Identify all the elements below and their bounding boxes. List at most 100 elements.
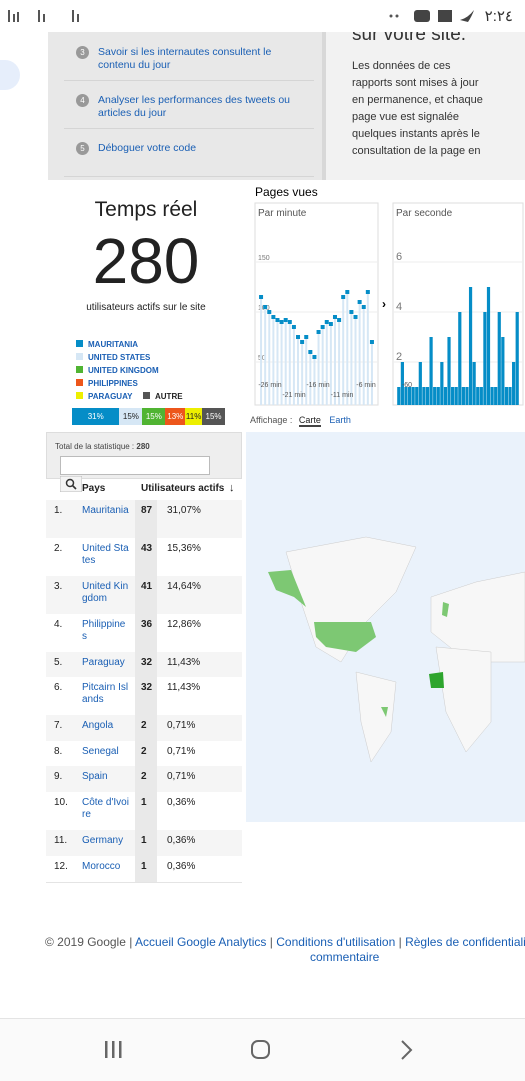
table-row: 5. Paraguay 32 11,43% <box>46 652 242 678</box>
rank: 10. <box>54 797 68 808</box>
bar <box>512 362 516 405</box>
bar <box>476 387 480 405</box>
percent: 11,43% <box>167 682 201 693</box>
bar <box>397 387 401 405</box>
bar <box>404 387 408 405</box>
x-tick-label: -21 min <box>282 392 305 399</box>
users: 43 <box>141 543 153 554</box>
point <box>341 295 346 299</box>
bar <box>483 312 487 405</box>
footer-link[interactable]: Conditions d'utilisation <box>276 935 396 949</box>
bar <box>472 362 476 405</box>
x-tick-label: -6 min <box>356 382 376 389</box>
legend-swatch <box>143 392 150 399</box>
realtime-count: 280 <box>92 225 200 297</box>
view-option[interactable]: Carte <box>298 415 321 427</box>
legend-item: PHILIPPINES <box>76 379 138 388</box>
country-link[interactable]: United States <box>82 543 129 566</box>
point <box>291 325 296 329</box>
users: 32 <box>141 657 153 668</box>
bar <box>490 387 494 405</box>
bar <box>461 387 465 405</box>
country-link[interactable]: United Kingdom <box>82 581 129 604</box>
users-bg <box>135 715 157 741</box>
charts-title: Pages vues <box>255 185 318 199</box>
users: 32 <box>141 682 153 693</box>
world-map[interactable] <box>246 432 525 822</box>
point <box>369 340 374 344</box>
country-link[interactable]: Angola <box>82 720 114 731</box>
country-link[interactable]: Spain <box>82 771 108 782</box>
footer-link[interactable]: Règles de confidentialité <box>405 935 525 949</box>
users-bg <box>135 677 157 715</box>
search-input[interactable] <box>60 456 210 475</box>
header-country[interactable]: Pays <box>82 483 106 494</box>
nav-buttons[interactable] <box>100 1039 420 1061</box>
percent: 0,71% <box>167 746 196 757</box>
panel-label: Par seconde <box>396 208 453 219</box>
intro-steps: 3 Savoir si les internautes consultent le… <box>48 32 322 180</box>
point <box>283 318 288 322</box>
view-label: Affichage : <box>250 415 293 425</box>
point <box>337 318 342 322</box>
footer-link[interactable]: commentaire <box>310 950 380 964</box>
country-link[interactable]: Morocco <box>82 861 121 872</box>
country-link[interactable]: Côte d'Ivoire <box>82 797 129 820</box>
total-value: 280 <box>136 442 150 451</box>
side-tab <box>0 60 20 90</box>
rank: 8. <box>54 746 63 757</box>
point <box>353 315 358 319</box>
country-link[interactable]: Germany <box>82 835 124 846</box>
point <box>287 320 292 324</box>
users: 36 <box>141 619 153 630</box>
share-bar: 31% 15% 15% 13% 11% 15% <box>72 408 225 425</box>
country-link[interactable]: Pitcairn Islands <box>82 682 129 705</box>
point <box>328 322 333 326</box>
percent: 15,36% <box>167 543 201 554</box>
percent: 0,36% <box>167 797 196 808</box>
step: 3 Savoir si les internautes consultent le… <box>64 40 314 81</box>
point <box>300 340 305 344</box>
point <box>357 300 362 304</box>
country-link[interactable]: Senegal <box>82 746 119 757</box>
bar <box>479 387 483 405</box>
users-bg <box>135 792 157 830</box>
view-switch: Affichage : Carte Earth <box>250 415 351 427</box>
notification-icons <box>389 10 474 22</box>
share-segment: 15% <box>202 408 225 425</box>
share-segment: 15% <box>119 408 143 425</box>
table-row: 10. Côte d'Ivoire 1 0,36% <box>46 792 242 831</box>
bar <box>443 387 448 405</box>
legend-swatch <box>76 379 83 386</box>
percent: 0,71% <box>167 720 196 731</box>
rank: 11. <box>54 835 68 846</box>
country-link[interactable]: Mauritania <box>82 505 129 516</box>
users: 1 <box>141 835 147 846</box>
legend-swatch <box>76 392 83 399</box>
legend-swatch <box>76 366 83 373</box>
country-link[interactable]: Paraguay <box>82 657 125 668</box>
country-link[interactable]: Philippines <box>82 619 126 642</box>
bar <box>486 287 491 405</box>
footer-link[interactable]: Accueil Google Analytics <box>135 935 267 949</box>
legend-label: MAURITANIA <box>88 340 139 349</box>
view-option[interactable]: Earth <box>329 415 351 425</box>
users-bg <box>135 856 157 882</box>
nav-bar <box>0 1018 525 1081</box>
step-number: 3 <box>76 46 89 59</box>
point <box>324 320 329 324</box>
share-segment: 31% <box>72 408 120 425</box>
clock: ٢:٢٤ <box>484 8 513 25</box>
bar <box>447 337 451 405</box>
bar <box>504 387 509 405</box>
point <box>332 315 337 319</box>
header-users[interactable]: Utilisateurs actifs <box>141 483 225 494</box>
bar <box>451 387 455 405</box>
search-button[interactable] <box>60 476 82 492</box>
side-title: sur votre site. <box>352 32 467 45</box>
next-arrow: › <box>382 297 386 311</box>
point <box>267 310 272 314</box>
legend-item: AUTRE <box>143 392 183 401</box>
y-tick-label: 150 <box>258 255 270 262</box>
rank: 6. <box>54 682 63 693</box>
